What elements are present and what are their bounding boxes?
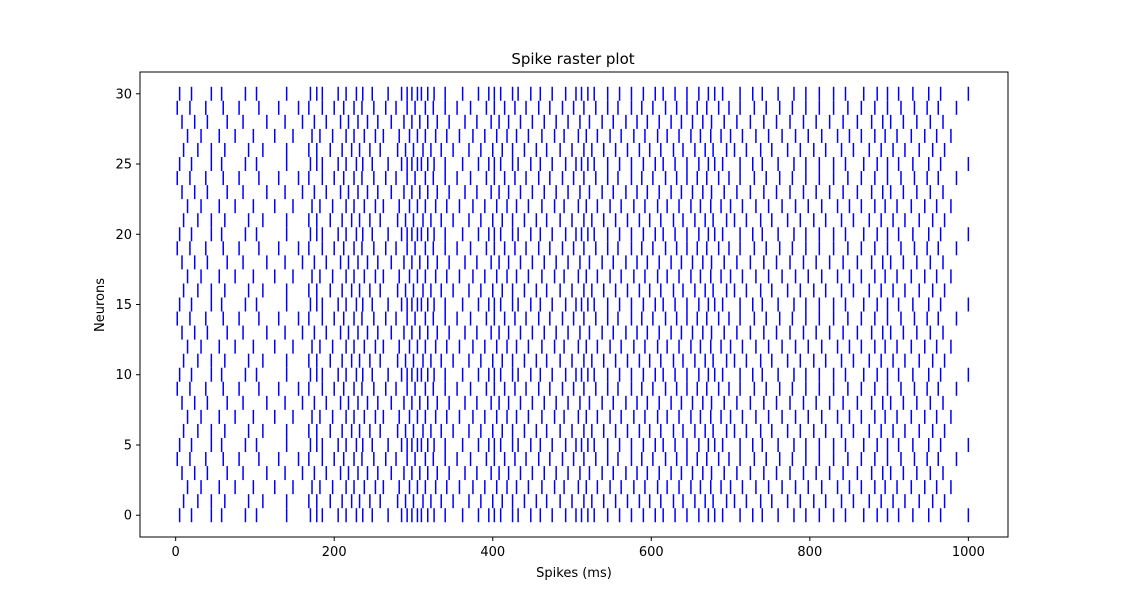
y-tick-label: 20 — [115, 228, 132, 243]
x-tick-label: 400 — [480, 545, 505, 560]
chart-title: Spike raster plot — [511, 50, 634, 68]
y-axis-label: Neurons — [93, 278, 108, 332]
spike-layer — [176, 86, 970, 523]
y-tick-label: 25 — [115, 158, 132, 173]
x-axis: 0 200 400 600 800 1000 — [172, 537, 985, 560]
x-tick-label: 800 — [797, 545, 822, 560]
y-axis: 0 5 10 15 20 25 30 — [115, 87, 140, 524]
y-tick-label: 0 — [124, 509, 132, 524]
x-tick-label: 0 — [172, 545, 180, 560]
x-tick-label: 1000 — [952, 545, 985, 560]
y-tick-label: 10 — [115, 368, 132, 383]
x-axis-label: Spikes (ms) — [536, 566, 612, 581]
y-tick-label: 30 — [115, 87, 132, 102]
x-tick-label: 200 — [322, 545, 347, 560]
y-tick-label: 5 — [124, 438, 132, 453]
y-tick-label: 15 — [115, 298, 132, 313]
x-tick-label: 600 — [639, 545, 664, 560]
